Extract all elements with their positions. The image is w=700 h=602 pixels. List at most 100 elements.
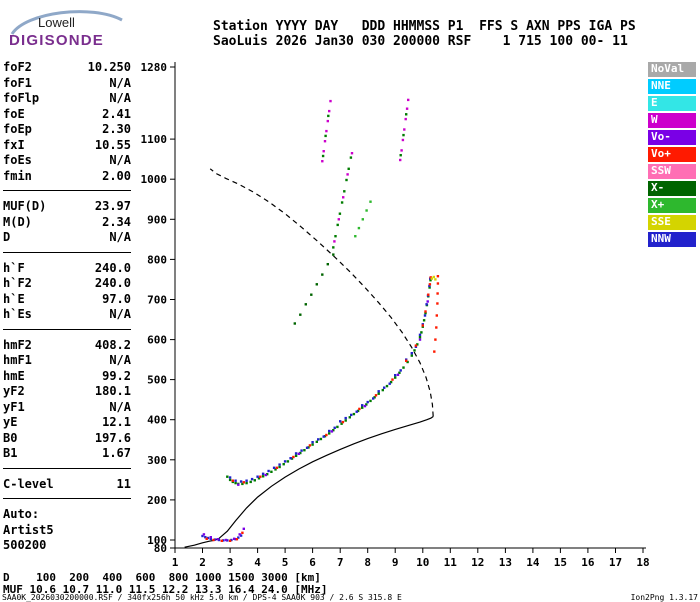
- echo-point: [293, 322, 296, 325]
- param-value: 97.0: [102, 291, 131, 306]
- x-tick-label: 6: [309, 556, 316, 569]
- echo-point: [286, 460, 290, 463]
- echo-point: [270, 470, 273, 473]
- status-color-legend: NoVal NNE E W Vo- Vo+ SSW X- X+ SSE NNW: [648, 62, 696, 249]
- echo-point: [398, 371, 401, 374]
- param-value: N/A: [109, 75, 131, 90]
- echo-point: [332, 246, 335, 249]
- echo-point: [394, 374, 397, 377]
- echo-point: [242, 481, 245, 484]
- echo-point: [427, 293, 430, 296]
- echo-point: [233, 537, 236, 540]
- echo-point: [311, 443, 314, 446]
- param-row-hmf1: hmF1 N/A: [3, 353, 131, 369]
- param-row-fof2: foF2 10.250: [3, 60, 131, 76]
- echo-point: [365, 209, 368, 212]
- echo-point: [405, 107, 409, 110]
- echo-point: [327, 114, 330, 118]
- param-label: foF1: [3, 75, 32, 90]
- echo-point: [424, 310, 427, 313]
- param-label: h`F2: [3, 276, 32, 290]
- param-row-500200: 500200: [3, 538, 131, 554]
- echo-point: [234, 479, 237, 482]
- legend-item-noval: NoVal: [648, 62, 696, 77]
- x-tick-label: 9: [392, 556, 399, 569]
- param-row-ye: yE 12.1: [3, 415, 131, 431]
- param-value: 408.2: [94, 337, 131, 352]
- muf-row: MUF 10.6 10.7 11.0 11.5 12.2 13.3 16.4 2…: [3, 583, 328, 596]
- spread-streak2-green: [332, 156, 353, 249]
- y-tick-label: 80: [154, 542, 167, 555]
- echo-point: [358, 407, 361, 411]
- echo-point: [242, 527, 245, 530]
- echo-point: [228, 539, 232, 542]
- legend-item-sse: SSE: [648, 215, 696, 230]
- footer-file-info: SAA0K_2026030200000.RSF / 340fx256h 50 k…: [2, 593, 402, 602]
- echo-point: [403, 128, 406, 131]
- legend-item-e: E: [648, 96, 696, 111]
- echo-point: [332, 429, 335, 432]
- echo-point: [299, 451, 302, 455]
- echo-point: [259, 475, 262, 478]
- legend-item-x-: X-: [648, 181, 696, 196]
- echo-point: [422, 319, 426, 322]
- f-trace-purple: [237, 300, 429, 486]
- logo-swoosh-icon: [10, 10, 123, 35]
- param-value: 1.67: [102, 446, 131, 460]
- topside-profile-dashed-path: [209, 168, 434, 417]
- echo-point: [303, 449, 306, 452]
- param-row-auto: Auto:: [3, 507, 131, 523]
- param-row-b0: B0 197.6: [3, 431, 131, 447]
- echo-point: [294, 452, 298, 455]
- echo-point: [385, 384, 389, 388]
- echo-point: [234, 538, 237, 541]
- echo-point: [346, 173, 349, 176]
- echo-point: [304, 303, 307, 306]
- x-trace-red: [433, 275, 440, 353]
- echo-point: [410, 352, 413, 355]
- echo-point: [402, 366, 405, 369]
- echo-point: [325, 433, 328, 437]
- echo-point: [345, 178, 348, 182]
- x-tick-label: 15: [554, 556, 567, 569]
- echo-point: [228, 476, 232, 479]
- param-label: B0: [3, 430, 18, 445]
- echo-point: [315, 440, 318, 443]
- x-tick-label: 4: [254, 556, 261, 569]
- echo-point: [289, 457, 292, 460]
- echo-point: [377, 392, 380, 395]
- echo-point: [217, 538, 221, 542]
- e-trace-purple: [202, 527, 245, 542]
- param-value: 12.1: [102, 415, 131, 429]
- param-label: 500200: [3, 538, 47, 552]
- echo-point: [315, 283, 318, 286]
- param-label: foE: [3, 106, 25, 121]
- x-tick-label: 8: [364, 556, 371, 569]
- spread-streak1-green: [321, 114, 330, 158]
- echo-point: [228, 478, 232, 482]
- param-row-d: D N/A: [3, 230, 131, 246]
- echo-point: [432, 275, 435, 279]
- param-value: 99.2: [102, 368, 131, 383]
- y-tick-label: 1100: [141, 133, 168, 146]
- param-row-fmin: fmin 2.00: [3, 169, 131, 185]
- legend-item-w: W: [648, 113, 696, 128]
- echo-point: [347, 167, 350, 170]
- echo-point: [321, 160, 324, 163]
- echo-point: [418, 338, 422, 341]
- echo-point: [357, 226, 361, 230]
- echo-point: [405, 358, 408, 361]
- x-tick-label: 14: [526, 556, 540, 569]
- legend-item-ssw: SSW: [648, 164, 696, 179]
- axes: [170, 62, 646, 553]
- echo-point: [421, 325, 424, 328]
- echo-point: [216, 538, 219, 541]
- echo-point: [261, 472, 265, 475]
- y-tick-label: 800: [147, 253, 167, 266]
- echo-point: [344, 419, 347, 422]
- header-values-line: SaoLuis 2026 Jan30 030 200000 RSF 1 715 …: [213, 34, 628, 49]
- echo-point: [235, 538, 239, 541]
- echo-point: [343, 190, 346, 193]
- echo-point: [410, 354, 413, 357]
